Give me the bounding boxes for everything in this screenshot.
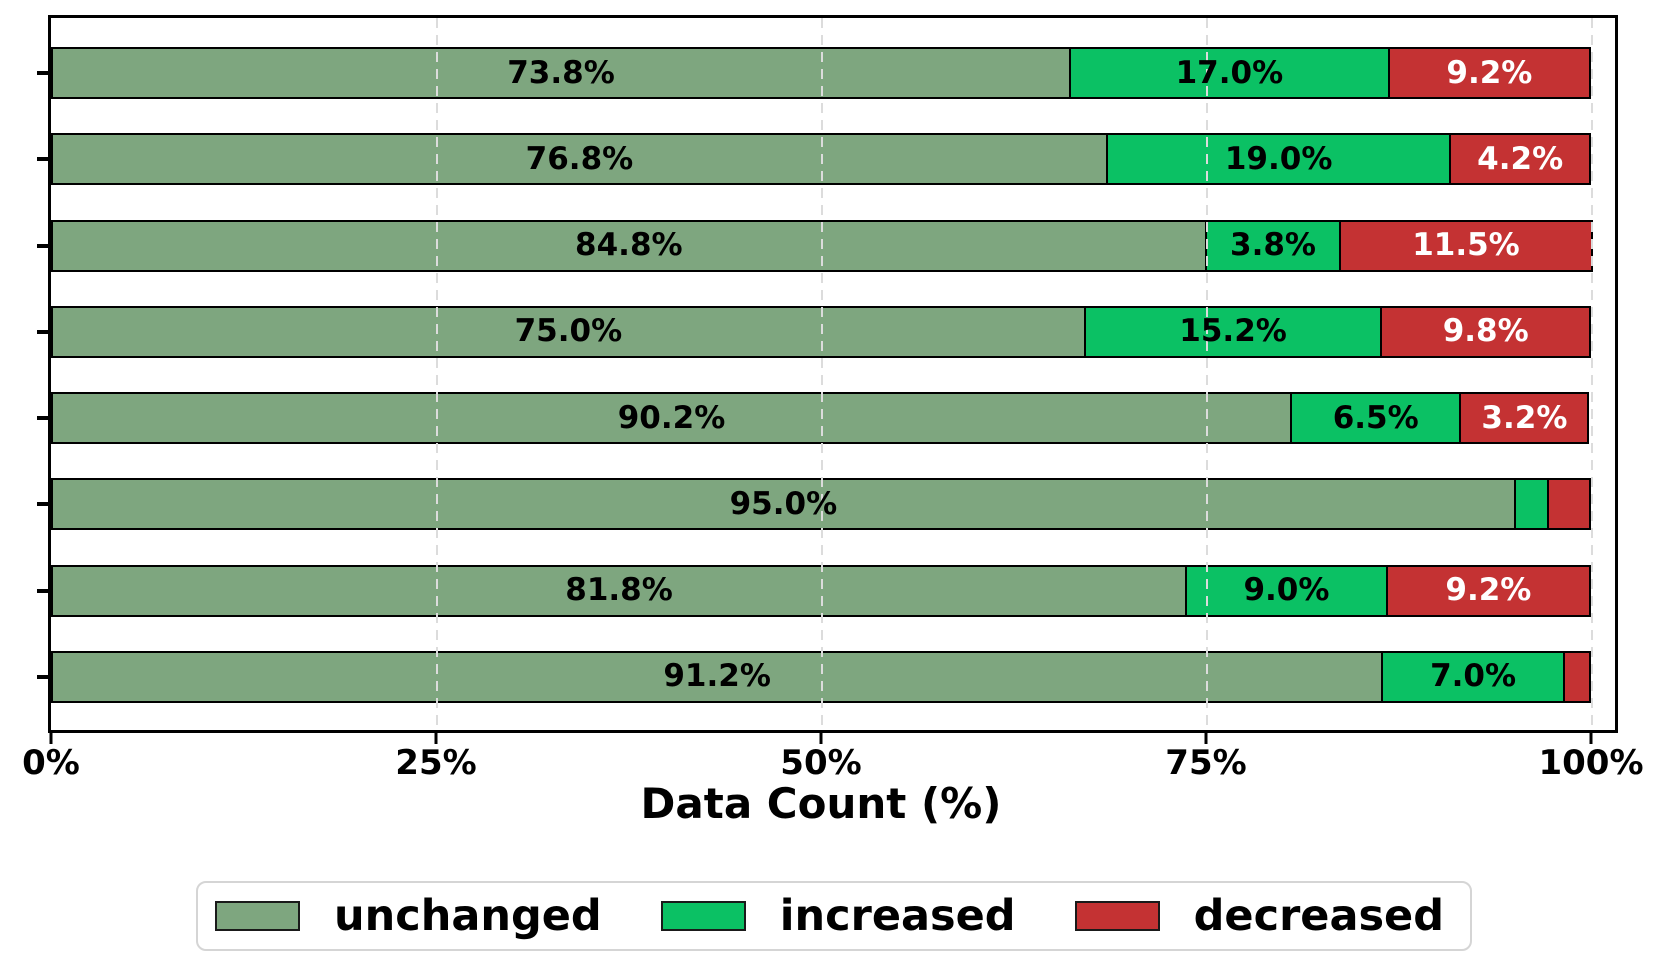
bar-5-increased-label: 6.5% — [1332, 399, 1419, 436]
bar-7-unchanged-label: 81.8% — [565, 572, 673, 609]
y-tick-7 — [37, 588, 48, 593]
x-tick-75 — [1204, 733, 1208, 744]
bar-3-increased-label: 3.8% — [1230, 227, 1316, 264]
stacked-bar-7: 81.8% 9.0% 9.2% — [51, 564, 1591, 617]
stacked-bar-5: 90.2% 6.5% 3.2% — [51, 392, 1590, 445]
bar-row-5: 90.2% 6.5% 3.2% — [51, 375, 1615, 461]
legend-label-increased: increased — [779, 890, 1016, 941]
bar-2-unchanged-label: 76.8% — [525, 140, 634, 177]
x-tick-0 — [49, 733, 53, 744]
bar-7-increased-segment: 9.0% — [1185, 564, 1388, 617]
bar-4-decreased-label: 9.8% — [1442, 313, 1529, 350]
stacked-bar-8: 91.2% 7.0% — [51, 650, 1591, 703]
legend-item-increased: increased — [660, 890, 1016, 941]
legend-swatch-decreased — [1074, 901, 1160, 931]
bar-5-decreased-segment: 3.2% — [1459, 392, 1590, 445]
x-tick-label-75: 75% — [1165, 743, 1247, 783]
bar-1-decreased-segment: 9.2% — [1387, 47, 1591, 100]
bar-row-6: 95.0% — [51, 461, 1615, 547]
x-tick-label-25: 25% — [395, 743, 477, 783]
bar-5-unchanged-segment: 90.2% — [51, 392, 1293, 445]
legend-swatch-increased — [660, 901, 746, 931]
bar-row-4: 75.0% 15.2% 9.8% — [51, 289, 1615, 375]
y-tick-8 — [37, 674, 48, 679]
bar-2-unchanged-segment: 76.8% — [51, 133, 1108, 186]
y-tick-2 — [37, 157, 48, 162]
bar-8-decreased-segment — [1562, 650, 1591, 703]
bar-7-increased-label: 9.0% — [1243, 572, 1330, 609]
y-tick-5 — [37, 416, 48, 421]
bar-8-increased-segment: 7.0% — [1381, 650, 1565, 703]
bar-3-decreased-label: 11.5% — [1412, 227, 1520, 264]
legend-label-unchanged: unchanged — [334, 890, 602, 941]
bar-4-unchanged-segment: 75.0% — [51, 305, 1086, 358]
bar-6-unchanged-segment: 95.0% — [51, 478, 1516, 531]
legend-item-unchanged: unchanged — [215, 890, 602, 941]
bar-8-increased-label: 7.0% — [1430, 658, 1517, 695]
bar-3-unchanged-label: 84.8% — [575, 227, 683, 264]
bar-4-increased-label: 15.2% — [1179, 313, 1287, 350]
stacked-bar-1: 73.8% 17.0% 9.2% — [51, 47, 1591, 100]
stacked-bar-6: 95.0% — [51, 478, 1592, 531]
legend: unchanged increased decreased — [196, 881, 1472, 951]
plot-area: 73.8% 17.0% 9.2% 76.8% 19.0% 4.2% 84.8% 3.8% 11.… — [37, 15, 1618, 733]
bar-4-increased-segment: 15.2% — [1083, 305, 1383, 358]
x-axis: 0% 25% 50% 75% 100% — [22, 733, 1644, 803]
legend-label-decreased: decreased — [1193, 890, 1444, 941]
bar-row-7: 81.8% 9.0% 9.2% — [51, 548, 1615, 634]
bar-row-8: 91.2% 7.0% — [51, 634, 1615, 720]
x-tick-50 — [819, 733, 823, 744]
y-tick-4 — [37, 329, 48, 334]
stacked-bar-3: 84.8% 3.8% 11.5% — [51, 219, 1593, 272]
x-tick-label-100: 100% — [1538, 743, 1644, 783]
bar-6-unchanged-label: 95.0% — [729, 485, 838, 522]
bar-2-decreased-segment: 4.2% — [1449, 133, 1591, 186]
bar-1-unchanged-label: 73.8% — [507, 54, 615, 91]
bar-row-3: 84.8% 3.8% 11.5% — [51, 203, 1615, 289]
bar-3-increased-segment: 3.8% — [1204, 219, 1342, 272]
gridline-100 — [1591, 18, 1593, 730]
stacked-bar-4: 75.0% 15.2% 9.8% — [51, 305, 1591, 358]
bar-1-unchanged-segment: 73.8% — [51, 47, 1071, 100]
bar-row-1: 73.8% 17.0% 9.2% — [51, 30, 1615, 116]
x-tick-label-0: 0% — [22, 743, 80, 783]
bar-5-decreased-label: 3.2% — [1481, 399, 1568, 436]
bar-7-decreased-segment: 9.2% — [1385, 564, 1591, 617]
bar-1-decreased-label: 9.2% — [1446, 54, 1533, 91]
bar-1-increased-label: 17.0% — [1175, 54, 1284, 91]
bar-3-decreased-segment: 11.5% — [1339, 219, 1593, 272]
gridline-75 — [1206, 18, 1208, 730]
bar-2-decreased-label: 4.2% — [1477, 140, 1564, 177]
gridline-25 — [436, 18, 438, 730]
bar-4-unchanged-label: 75.0% — [514, 313, 623, 350]
x-tick-100 — [1589, 733, 1593, 744]
bar-8-unchanged-segment: 91.2% — [51, 650, 1384, 703]
bar-3-unchanged-segment: 84.8% — [51, 219, 1207, 272]
y-tick-6 — [37, 502, 48, 507]
bar-5-increased-segment: 6.5% — [1290, 392, 1462, 445]
bar-4-decreased-segment: 9.8% — [1380, 305, 1591, 358]
bar-row-2: 76.8% 19.0% 4.2% — [51, 116, 1615, 202]
bar-7-unchanged-segment: 81.8% — [51, 564, 1188, 617]
y-tick-3 — [37, 243, 48, 248]
y-tick-1 — [37, 71, 48, 76]
stacked-bar-2: 76.8% 19.0% 4.2% — [51, 133, 1591, 186]
bar-2-increased-label: 19.0% — [1224, 140, 1333, 177]
bar-6-increased-segment — [1513, 478, 1550, 531]
bar-7-decreased-label: 9.2% — [1445, 572, 1532, 609]
gridline-50 — [821, 18, 823, 730]
bars-container: 73.8% 17.0% 9.2% 76.8% 19.0% 4.2% 84.8% 3.8% 11.… — [51, 18, 1615, 730]
bar-1-increased-segment: 17.0% — [1068, 47, 1390, 100]
legend-item-decreased: decreased — [1074, 890, 1444, 941]
x-tick-label-50: 50% — [780, 743, 862, 783]
bar-5-unchanged-label: 90.2% — [617, 399, 726, 436]
x-axis-label: Data Count (%) — [640, 779, 1002, 828]
bar-6-decreased-segment — [1547, 478, 1592, 531]
bar-2-increased-segment: 19.0% — [1105, 133, 1452, 186]
legend-swatch-unchanged — [215, 901, 300, 931]
bar-8-unchanged-label: 91.2% — [663, 658, 771, 695]
x-tick-25 — [434, 733, 438, 744]
